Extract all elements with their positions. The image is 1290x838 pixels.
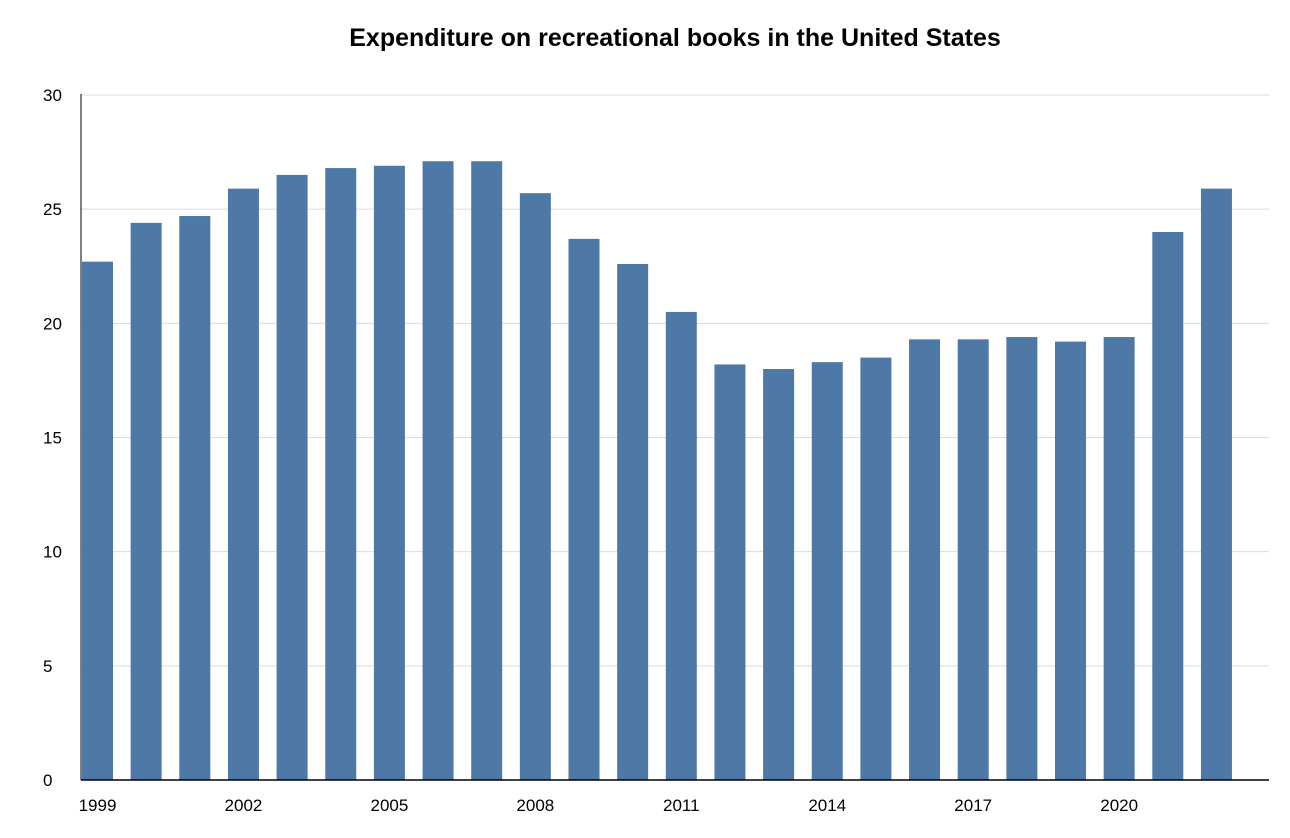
bar-2000 — [130, 222, 162, 780]
bar-2017 — [957, 339, 989, 780]
bar-2005 — [373, 165, 405, 780]
y-tick-label: 10 — [43, 543, 62, 562]
bar-2022 — [1200, 188, 1232, 780]
bar-2020 — [1103, 337, 1135, 780]
y-tick-label: 25 — [43, 200, 62, 219]
y-tick-labels: 0 5 10 15 20 25 30 — [43, 86, 62, 790]
x-tick-label: 2008 — [516, 796, 554, 815]
x-tick-labels: 1999 2002 2005 2008 2011 2014 2017 2020 — [79, 796, 1138, 815]
chart-title: Expenditure on recreational books in the… — [349, 24, 1001, 52]
bar-2006 — [422, 161, 454, 781]
bar-2016 — [909, 339, 941, 780]
y-tick-label: 30 — [43, 86, 62, 105]
bar-2019 — [1055, 341, 1086, 780]
bar-2012 — [714, 364, 746, 780]
x-tick-label: 2002 — [225, 796, 263, 815]
bar-2003 — [276, 174, 308, 781]
x-tick-label: 2014 — [808, 796, 846, 815]
bar-2010 — [617, 263, 649, 781]
bars — [82, 161, 1232, 781]
axes — [80, 94, 1269, 781]
x-tick-label: 2011 — [663, 796, 700, 815]
x-tick-label: 2017 — [954, 796, 992, 815]
bar-2014 — [811, 362, 843, 780]
bar-2007 — [471, 161, 503, 781]
bar-2009 — [568, 238, 600, 781]
bar-2004 — [325, 168, 357, 780]
bar-2013 — [763, 369, 795, 780]
y-tick-label: 20 — [43, 314, 62, 333]
x-tick-label: 2005 — [370, 796, 408, 815]
bar-2021 — [1152, 232, 1184, 780]
bar-2018 — [1006, 337, 1038, 780]
bar-2008 — [519, 193, 551, 780]
bar-2001 — [179, 216, 211, 780]
y-tick-label: 5 — [43, 657, 52, 676]
y-tick-label: 15 — [43, 429, 62, 448]
bar-1999 — [82, 261, 113, 780]
bar-2002 — [227, 188, 259, 780]
x-tick-label: 1999 — [79, 796, 117, 815]
bar-2011 — [665, 311, 697, 780]
x-tick-label: 2020 — [1100, 796, 1138, 815]
bar-2015 — [860, 357, 892, 780]
y-tick-label: 0 — [43, 771, 52, 790]
